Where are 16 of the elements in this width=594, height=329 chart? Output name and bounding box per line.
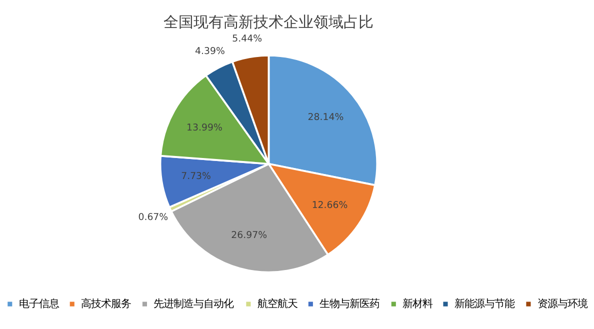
chart-title: 全国现有高新技术企业领域占比 xyxy=(164,13,374,32)
data-label: 4.39% xyxy=(195,46,225,57)
legend-label: 新材料 xyxy=(402,298,433,310)
legend-label: 新能源与节能 xyxy=(454,298,514,310)
data-label: 5.44% xyxy=(232,33,262,44)
legend-label: 电子信息 xyxy=(18,298,59,310)
data-label: 13.99% xyxy=(186,122,222,134)
legend-label: 资源与环境 xyxy=(537,298,588,310)
legend-label: 航空航天 xyxy=(257,298,298,310)
legend-label: 高技术服务 xyxy=(81,298,132,310)
data-label: 26.97% xyxy=(231,230,268,241)
data-label: 0.67% xyxy=(138,212,168,224)
data-label: 28.14% xyxy=(308,112,344,123)
legend-label: 生物与新医药 xyxy=(320,298,380,310)
legend-label: 先进制造与自动化 xyxy=(154,298,234,310)
data-label: 12.66% xyxy=(312,200,348,212)
